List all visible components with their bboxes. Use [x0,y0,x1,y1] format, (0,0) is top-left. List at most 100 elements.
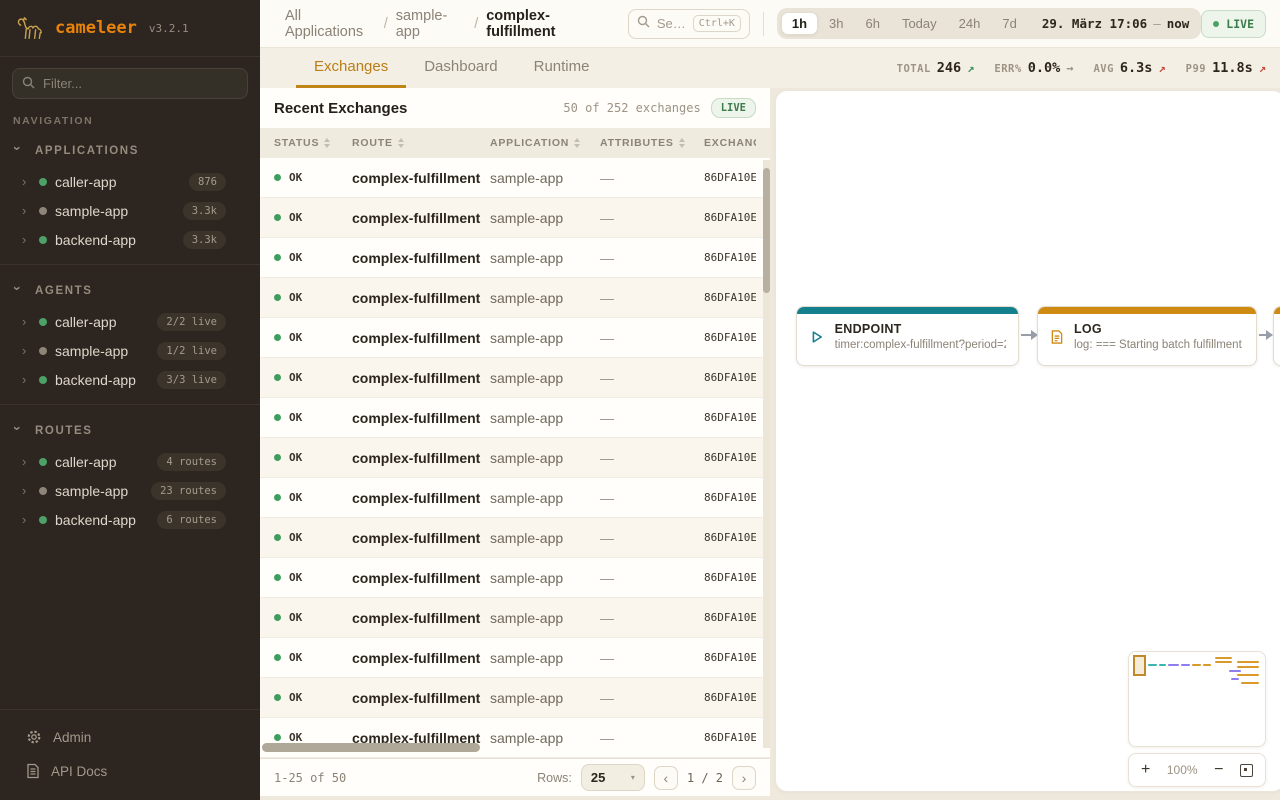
flow-node-endpoint[interactable]: ENDPOINT timer:complex-fulfillment?perio… [796,306,1019,366]
admin-link[interactable]: Admin [0,720,260,754]
play-icon [812,330,822,343]
table-row[interactable]: OK complex-fulfillment sample-app — 86DF… [260,238,770,278]
vertical-scrollbar-track[interactable] [763,160,770,748]
ok-status-dot [274,574,281,581]
section-agents: › caller-app 2/2 live › sample-app 1/2 l… [0,307,260,394]
route-cell: complex-fulfillment [352,209,481,226]
column-header-route[interactable]: ROUTE [352,137,490,149]
ok-status-dot [274,174,281,181]
section-header-routes[interactable]: › ROUTES [0,415,260,447]
section-label: ROUTES [35,425,93,437]
table-row[interactable]: OK complex-fulfillment sample-app — 86DF… [260,638,770,678]
status-dot [39,346,47,355]
status-cell: OK [274,211,352,224]
route-cell: complex-fulfillment [352,729,481,746]
route-cell: complex-fulfillment [352,449,481,466]
application-cell: sample-app [490,409,564,426]
sidebar-item-agent[interactable]: › backend-app 3/3 live [0,365,260,394]
time-range-button[interactable]: 6h [865,16,880,31]
stat-label: P99 [1185,63,1207,75]
sidebar-item-application[interactable]: › caller-app 876 [0,167,260,196]
sidebar-item-route[interactable]: › backend-app 6 routes [0,505,260,534]
ok-status-dot [274,494,281,501]
chevron-right-icon: › [22,232,27,247]
global-search[interactable]: Se… Ctrl+K [627,8,750,39]
exchange-id-cell: 86DFA10E8D [704,651,756,664]
sidebar-item-agent[interactable]: › caller-app 2/2 live [0,307,260,336]
flow-node-log[interactable]: LOG log: === Starting batch fulfillment … [1037,306,1257,366]
sidebar-item-route[interactable]: › sample-app 23 routes [0,476,260,505]
table-row[interactable]: OK complex-fulfillment sample-app — 86DF… [260,598,770,638]
attributes-cell: — [600,449,614,466]
table-row[interactable]: OK complex-fulfillment sample-app — 86DF… [260,198,770,238]
table-row[interactable]: OK complex-fulfillment sample-app — 86DF… [260,398,770,438]
next-page-button[interactable]: › [732,765,756,790]
tabs: Exchanges Dashboard Runtime [260,48,607,88]
table-row[interactable]: OK complex-fulfillment sample-app — 86DF… [260,518,770,558]
column-header-application[interactable]: APPLICATION [490,137,600,149]
breadcrumb-all-applications[interactable]: All Applications [285,7,364,40]
section-header-agents[interactable]: › AGENTS [0,275,260,307]
tab-dashboard[interactable]: Dashboard [424,58,498,75]
filter-input[interactable] [12,68,248,99]
sidebar-item-agent[interactable]: › sample-app 1/2 live [0,336,260,365]
breadcrumb-separator: / [383,15,388,32]
attributes-cell: — [600,289,614,306]
fit-view-icon[interactable] [1239,763,1253,777]
exchange-count: 50 of 252 exchanges [563,101,701,115]
table-row[interactable]: OK complex-fulfillment sample-app — 86DF… [260,158,770,198]
table-row[interactable]: OK complex-fulfillment sample-app — 86DF… [260,438,770,478]
time-range-button[interactable]: 7d [1002,16,1017,31]
sidebar-item-label: sample-app [55,202,129,219]
api-docs-label: API Docs [51,763,108,779]
section-header-applications[interactable]: › APPLICATIONS [0,135,260,167]
table-row[interactable]: OK complex-fulfillment sample-app — 86DF… [260,718,770,758]
live-label: LIVE [1226,16,1254,31]
vertical-scrollbar-thumb[interactable] [763,168,770,293]
route-cell: complex-fulfillment [352,689,481,706]
status-cell: OK [274,531,352,544]
table-row[interactable]: OK complex-fulfillment sample-app — 86DF… [260,318,770,358]
column-header-exchange[interactable]: EXCHANGE [704,137,756,149]
time-range-button[interactable]: 3h [829,16,844,31]
column-header-status[interactable]: STATUS [274,137,352,149]
sidebar-item-application[interactable]: › sample-app 3.3k [0,196,260,225]
zoom-in-button[interactable]: + [1141,761,1151,778]
chevron-right-icon: › [22,343,27,358]
minimap[interactable] [1128,651,1266,747]
breadcrumb-sample-app[interactable]: sample-app [395,7,448,40]
time-range-button[interactable]: Today [901,16,937,31]
table-row[interactable]: OK complex-fulfillment sample-app — 86DF… [260,278,770,318]
column-header-attributes[interactable]: ATTRIBUTES [600,137,704,149]
flow-node-partial[interactable] [1273,306,1280,366]
table-row[interactable]: OK complex-fulfillment sample-app — 86DF… [260,558,770,598]
minimap-viewport[interactable] [1133,655,1146,676]
tab-exchanges[interactable]: Exchanges [296,48,407,88]
horizontal-scrollbar-thumb[interactable] [262,743,480,752]
tab-runtime[interactable]: Runtime [533,58,590,75]
sidebar-item-application[interactable]: › backend-app 3.3k [0,225,260,254]
table-row[interactable]: OK complex-fulfillment sample-app — 86DF… [260,678,770,718]
status-text: OK [289,331,303,344]
route-cell: complex-fulfillment [352,369,481,386]
time-range-button[interactable]: 24h [958,16,981,31]
table-live-badge: LIVE [710,98,756,118]
sidebar-item-route[interactable]: › caller-app 4 routes [0,447,260,476]
live-toggle[interactable]: LIVE [1201,9,1266,38]
time-range-button[interactable]: 1h [780,12,819,35]
sidebar-item-label: backend-app [55,231,136,248]
route-flow-canvas[interactable]: ENDPOINT timer:complex-fulfillment?perio… [775,90,1280,792]
prev-page-button[interactable]: ‹ [653,765,678,790]
table-row[interactable]: OK complex-fulfillment sample-app — 86DF… [260,358,770,398]
status-text: OK [289,291,303,304]
api-docs-link[interactable]: API Docs [0,754,260,788]
stat-label: TOTAL [896,63,931,75]
zoom-out-button[interactable]: − [1214,761,1224,778]
exchange-id-cell: 86DFA10E8D [704,331,756,344]
time-range-display[interactable]: 29. März 17:06 — now [1042,16,1189,31]
rows-per-page-select[interactable]: 25 ▾ [580,764,645,791]
table-row[interactable]: OK complex-fulfillment sample-app — 86DF… [260,478,770,518]
status-cell: OK [274,251,352,264]
status-dot [39,177,47,186]
sidebar-filter [12,68,248,99]
